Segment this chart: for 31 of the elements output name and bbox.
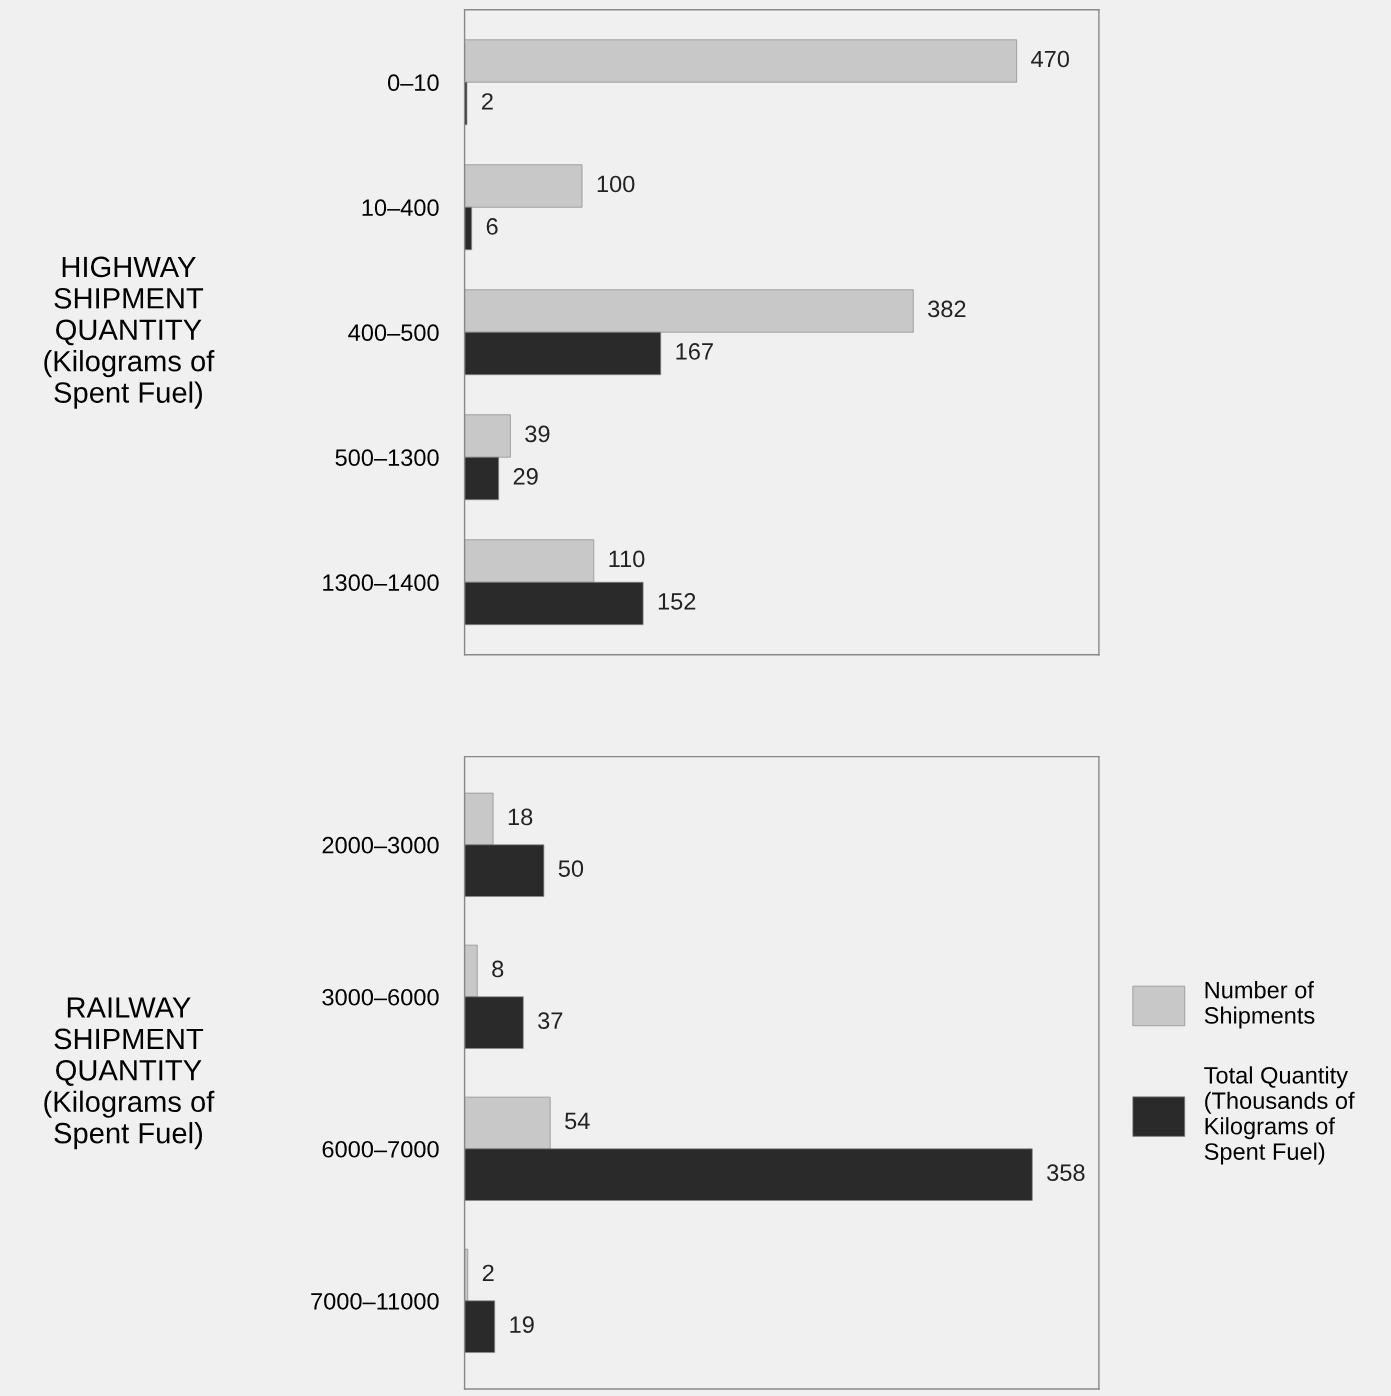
y-axis-title: HIGHWAY SHIPMENT QUANTITY (Kilograms of Spent Fuel) xyxy=(44,256,215,409)
legend-label: Total Quantity (Thousands of Kilograms of Spent Fuel) xyxy=(1204,1066,1355,1165)
y-tick-label: 1300–1400 xyxy=(323,574,439,592)
data-label: 39 xyxy=(525,425,550,443)
y-tick-label: 400–500 xyxy=(348,324,439,342)
data-label: 358 xyxy=(1047,1164,1085,1182)
data-label: 8 xyxy=(492,960,504,978)
y-tick-label: 3000–6000 xyxy=(322,988,439,1006)
y-tick-label: 0–10 xyxy=(388,74,439,92)
data-label: 167 xyxy=(676,343,713,360)
legend-label: Number of Shipments xyxy=(1204,981,1315,1029)
data-label: 6 xyxy=(486,218,498,235)
data-label: 54 xyxy=(565,1112,590,1130)
y-tick-label: 6000–7000 xyxy=(322,1140,439,1158)
data-label: 37 xyxy=(538,1012,563,1029)
data-label: 18 xyxy=(508,808,533,826)
y-tick-label: 2000–3000 xyxy=(322,836,439,854)
data-label: 152 xyxy=(658,593,696,610)
y-tick-label: 500–1300 xyxy=(335,449,439,467)
data-label: 470 xyxy=(1031,50,1070,68)
y-tick-label: 10–400 xyxy=(362,199,439,217)
data-label: 110 xyxy=(609,550,645,568)
y-tick-label: 7000–11000 xyxy=(311,1292,439,1310)
data-label: 100 xyxy=(597,175,635,193)
y-axis-title: RAILWAY SHIPMENT QUANTITY (Kilograms of Spent Fuel) xyxy=(44,997,215,1150)
data-label: 19 xyxy=(510,1316,534,1334)
data-label: 2 xyxy=(482,1264,494,1282)
data-label: 2 xyxy=(482,93,493,110)
data-label: 29 xyxy=(513,468,538,485)
data-label: 382 xyxy=(928,300,966,318)
data-label: 50 xyxy=(558,860,584,877)
